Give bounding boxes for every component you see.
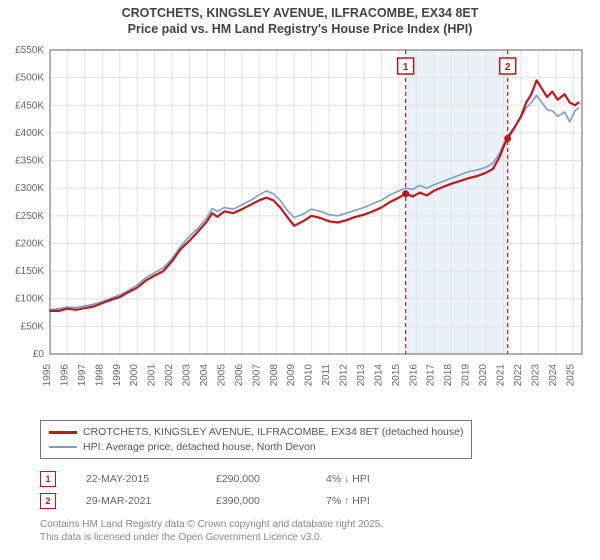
svg-text:1999: 1999 xyxy=(112,364,123,387)
svg-text:2015: 2015 xyxy=(391,364,402,387)
svg-text:2019: 2019 xyxy=(461,364,472,387)
sale-marker-1: 1 xyxy=(40,471,56,487)
svg-text:2024: 2024 xyxy=(548,364,559,387)
sale-delta-2: 7% ↑ HPI xyxy=(326,495,406,507)
svg-text:1: 1 xyxy=(403,62,409,73)
svg-text:2014: 2014 xyxy=(373,364,384,387)
svg-text:£0: £0 xyxy=(33,349,45,360)
svg-text:£50K: £50K xyxy=(21,321,45,332)
svg-text:£350K: £350K xyxy=(15,156,44,167)
svg-text:2001: 2001 xyxy=(147,364,158,387)
svg-text:2004: 2004 xyxy=(199,364,210,387)
sales-table: 1 22-MAY-2015 £290,000 4% ↓ HPI 2 29-MAR… xyxy=(40,468,406,512)
svg-text:2018: 2018 xyxy=(443,364,454,387)
title-line1: CROTCHETS, KINGSLEY AVENUE, ILFRACOMBE, … xyxy=(0,6,600,22)
svg-text:2023: 2023 xyxy=(530,364,541,387)
sale-price-1: £290,000 xyxy=(216,473,296,485)
footer-line2: This data is licensed under the Open Gov… xyxy=(40,531,383,544)
svg-text:1997: 1997 xyxy=(77,364,88,387)
svg-text:2003: 2003 xyxy=(182,364,193,387)
legend-item-1: CROTCHETS, KINGSLEY AVENUE, ILFRACOMBE, … xyxy=(49,425,463,440)
legend-item-2: HPI: Average price, detached house, Nort… xyxy=(49,440,463,455)
chart-area: £0 £50K £100K £150K £200K £250K £300K £350K £400… xyxy=(0,42,600,412)
svg-text:2022: 2022 xyxy=(513,364,524,387)
sale-date-1: 22-MAY-2015 xyxy=(86,473,186,485)
title-block: CROTCHETS, KINGSLEY AVENUE, ILFRACOMBE, … xyxy=(0,0,600,37)
svg-text:£250K: £250K xyxy=(15,211,44,222)
svg-text:1998: 1998 xyxy=(94,364,105,387)
sale-date-2: 29-MAR-2021 xyxy=(86,495,186,507)
legend: CROTCHETS, KINGSLEY AVENUE, ILFRACOMBE, … xyxy=(40,420,472,459)
svg-text:2008: 2008 xyxy=(269,364,280,387)
svg-text:£200K: £200K xyxy=(15,238,44,249)
svg-text:2002: 2002 xyxy=(164,364,175,387)
svg-text:2013: 2013 xyxy=(356,364,367,387)
svg-text:£450K: £450K xyxy=(15,100,44,111)
svg-text:£300K: £300K xyxy=(15,183,44,194)
svg-text:2005: 2005 xyxy=(216,364,227,387)
footer: Contains HM Land Registry data © Crown c… xyxy=(40,518,383,544)
svg-text:£400K: £400K xyxy=(15,128,44,139)
svg-text:1995: 1995 xyxy=(42,364,53,387)
sale-delta-1: 4% ↓ HPI xyxy=(326,473,406,485)
svg-text:2009: 2009 xyxy=(286,364,297,387)
svg-text:£150K: £150K xyxy=(15,266,44,277)
svg-text:2000: 2000 xyxy=(129,364,140,387)
sale-marker-2: 2 xyxy=(40,493,56,509)
sales-row-1: 1 22-MAY-2015 £290,000 4% ↓ HPI xyxy=(40,468,406,490)
svg-text:2: 2 xyxy=(505,62,511,73)
chart-container: CROTCHETS, KINGSLEY AVENUE, ILFRACOMBE, … xyxy=(0,0,600,560)
footer-line1: Contains HM Land Registry data © Crown c… xyxy=(40,518,383,531)
svg-text:2021: 2021 xyxy=(496,364,507,387)
sales-row-2: 2 29-MAR-2021 £390,000 7% ↑ HPI xyxy=(40,490,406,512)
svg-text:£500K: £500K xyxy=(15,73,44,84)
legend-label-2: HPI: Average price, detached house, Nort… xyxy=(83,440,316,455)
svg-text:2007: 2007 xyxy=(251,364,262,387)
legend-label-1: CROTCHETS, KINGSLEY AVENUE, ILFRACOMBE, … xyxy=(83,425,463,440)
svg-text:2012: 2012 xyxy=(339,364,350,387)
legend-swatch-2 xyxy=(49,446,77,448)
sale-price-2: £390,000 xyxy=(216,495,296,507)
title-line2: Price paid vs. HM Land Registry's House … xyxy=(0,22,600,38)
svg-text:1996: 1996 xyxy=(59,364,70,387)
legend-swatch-1 xyxy=(49,431,77,434)
svg-text:£550K: £550K xyxy=(15,45,44,56)
svg-text:2010: 2010 xyxy=(304,364,315,387)
chart-svg: £0 £50K £100K £150K £200K £250K £300K £350K £400… xyxy=(0,42,600,412)
svg-text:2006: 2006 xyxy=(234,364,245,387)
svg-text:£100K: £100K xyxy=(15,294,44,305)
svg-text:2016: 2016 xyxy=(408,364,419,387)
svg-text:2011: 2011 xyxy=(321,364,332,386)
svg-text:2025: 2025 xyxy=(565,364,576,387)
svg-text:2020: 2020 xyxy=(478,364,489,387)
svg-text:2017: 2017 xyxy=(426,364,437,387)
